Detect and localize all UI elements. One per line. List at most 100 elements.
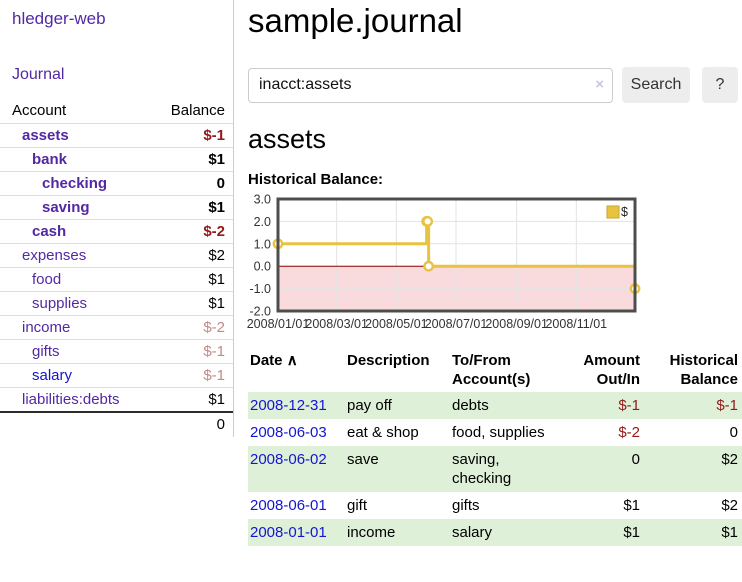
historical-balance-chart: $3.0 2.0 1.0 0.0 -1.0 -2.0 2008/01/01 2008/03/0… [247, 193, 742, 338]
accounts-col-balance: Balance [147, 99, 233, 124]
account-balance: $1 [147, 387, 233, 413]
account-balance: $1 [147, 291, 233, 316]
transaction-tofrom: food, supplies [452, 424, 545, 441]
account-row: income $-2 [0, 315, 233, 340]
svg-text:3.0: 3.0 [254, 193, 271, 207]
svg-text:0.0: 0.0 [254, 260, 271, 274]
account-link[interactable]: liabilities:debts [22, 391, 120, 408]
app-brand-link[interactable]: hledger-web [12, 9, 106, 28]
sidebar: hledger-web Journal Account Balance asse… [0, 0, 234, 437]
account-heading: assets [248, 124, 327, 154]
svg-text:2008/03/01: 2008/03/01 [305, 317, 368, 331]
transaction-row: 2008-01-01 income salary $1 $1 [248, 519, 742, 546]
accounts-table-header: Account Balance [0, 99, 233, 124]
svg-text:2008/07/01: 2008/07/01 [425, 317, 488, 331]
account-link[interactable]: bank [32, 151, 68, 168]
account-row: assets $-1 [0, 123, 233, 148]
transaction-balance: $2 [721, 497, 738, 514]
chart-title: Historical Balance: [248, 171, 384, 188]
account-balance: $-1 [147, 123, 233, 148]
svg-text:1.0: 1.0 [254, 237, 271, 251]
register-col-description: Description [347, 352, 430, 369]
svg-text:2008/11/01: 2008/11/01 [545, 317, 607, 331]
transaction-balance: $-1 [644, 392, 742, 419]
accounts-col-account: Account [0, 99, 148, 124]
account-balance: $-2 [147, 315, 233, 340]
account-balance: $-1 [147, 363, 233, 388]
transaction-date-link[interactable]: 2008-06-02 [250, 451, 327, 468]
transaction-date-link[interactable]: 2008-01-01 [250, 524, 327, 541]
transaction-row: 2008-12-31 pay off debts $-1 $-1 [248, 392, 742, 419]
search-bar: × Search ? [248, 67, 742, 103]
account-row: bank $1 [0, 147, 233, 172]
account-row: salary $-1 [0, 363, 233, 388]
register-col-amount: Amount Out/In [583, 352, 640, 388]
register-col-tofrom: To/From Account(s) [452, 352, 531, 388]
account-row: checking 0 [0, 171, 233, 196]
transaction-description: eat & shop [347, 424, 419, 441]
account-balance: $1 [147, 267, 233, 292]
account-link[interactable]: assets [22, 127, 69, 144]
transaction-amount: 0 [562, 446, 644, 492]
svg-text:-1.0: -1.0 [249, 282, 271, 296]
register-col-date[interactable]: Date ∧ [250, 352, 298, 369]
transaction-tofrom: debts [450, 392, 562, 419]
account-row: cash $-2 [0, 219, 233, 244]
transaction-tofrom: salary [450, 519, 562, 546]
account-balance: 0 [147, 171, 233, 196]
sort-ascending-icon: ∧ [286, 352, 298, 369]
account-link[interactable]: gifts [32, 343, 60, 360]
transaction-row: 2008-06-02 save saving, checking 0 $2 [248, 446, 742, 492]
transaction-tofrom: gifts [452, 497, 480, 514]
transaction-description: pay off [345, 392, 450, 419]
transaction-balance: $1 [644, 519, 742, 546]
account-row: expenses $2 [0, 243, 233, 268]
search-button[interactable]: Search [622, 67, 690, 103]
sidebar-item-journal[interactable]: Journal [12, 66, 65, 83]
account-link[interactable]: income [22, 319, 71, 336]
account-row: food $1 [0, 267, 233, 292]
svg-text:2008/01/01: 2008/01/01 [247, 317, 310, 331]
account-balance: $-1 [147, 339, 233, 364]
transaction-row: 2008-06-03 eat & shop food, supplies $-2… [248, 419, 742, 446]
account-link[interactable]: food [32, 271, 62, 288]
transaction-description: gift [347, 497, 368, 514]
register-table: Date ∧ Description To/From Account(s) Am… [248, 348, 742, 546]
transaction-balance: 0 [729, 424, 738, 441]
transaction-balance: $2 [644, 446, 742, 492]
account-link[interactable]: salary [32, 367, 73, 384]
accounts-table: Account Balance assets $-1 bank $1 check… [0, 99, 233, 436]
account-link[interactable]: cash [32, 223, 67, 240]
transaction-amount: $-2 [618, 424, 640, 441]
chart-canvas: $3.0 2.0 1.0 0.0 -1.0 -2.02008/01/012008/03/0… [247, 193, 641, 331]
account-row: gifts $-1 [0, 339, 233, 364]
transaction-date-link[interactable]: 2008-12-31 [250, 397, 327, 414]
page-title: sample.journal [248, 2, 463, 39]
help-button[interactable]: ? [702, 67, 738, 103]
account-link[interactable]: supplies [32, 295, 88, 312]
transaction-description: income [345, 519, 450, 546]
account-balance: $1 [147, 195, 233, 220]
account-link[interactable]: expenses [22, 247, 87, 264]
svg-text:2008/05/01: 2008/05/01 [365, 317, 428, 331]
account-link[interactable]: saving [42, 199, 90, 216]
transaction-date-link[interactable]: 2008-06-03 [250, 424, 327, 441]
account-row: liabilities:debts $1 [0, 387, 233, 413]
accounts-total-balance: 0 [147, 411, 233, 436]
svg-text:-2.0: -2.0 [249, 305, 271, 319]
search-input[interactable] [248, 67, 613, 103]
transaction-amount: $-1 [562, 392, 644, 419]
transaction-date-link[interactable]: 2008-06-01 [250, 497, 327, 514]
account-row: supplies $1 [0, 291, 233, 316]
transaction-description: save [345, 446, 450, 492]
account-row: saving $1 [0, 195, 233, 220]
clear-search-icon[interactable]: × [595, 75, 604, 93]
transaction-amount: $1 [562, 519, 644, 546]
accounts-total-row: 0 [0, 411, 233, 436]
account-link[interactable]: checking [42, 175, 108, 192]
svg-text:$: $ [621, 205, 628, 219]
transaction-row: 2008-06-01 gift gifts $1 $2 [248, 492, 742, 519]
transaction-tofrom: saving, checking [450, 446, 562, 492]
account-balance: $1 [147, 147, 233, 172]
svg-text:2008/09/01: 2008/09/01 [485, 317, 548, 331]
